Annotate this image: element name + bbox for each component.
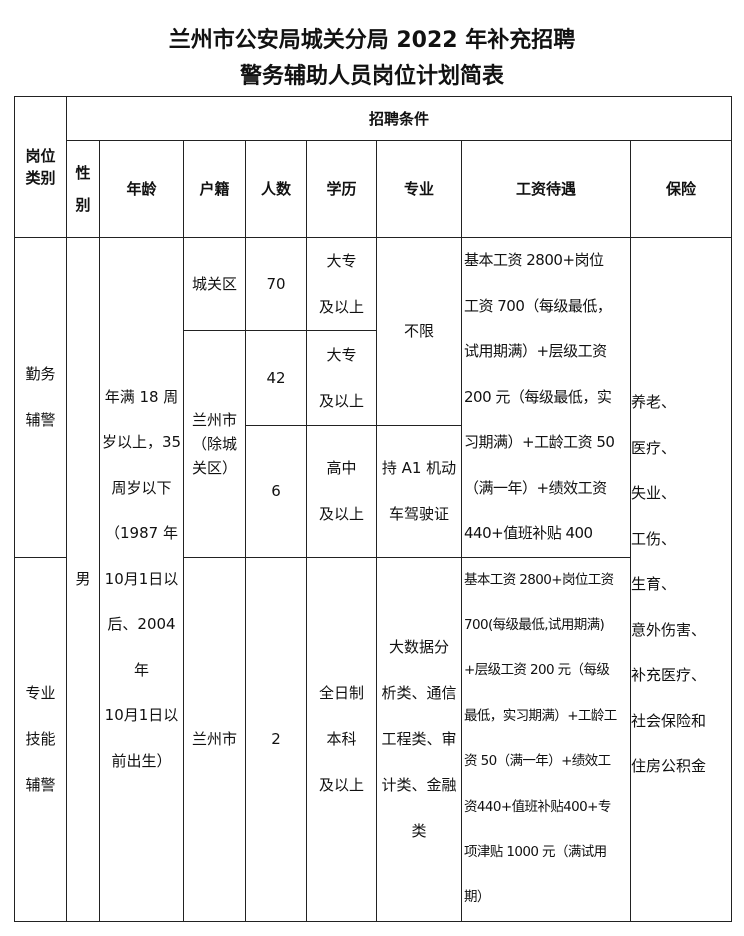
hukou-chengguan: 城关区 [183, 237, 246, 331]
education-row4: 全日制 本科 及以上 [306, 556, 377, 922]
major-driver-license: 持 A1 机动 车驾驶证 [376, 424, 462, 558]
major-technical: 大数据分 析类、通信 工程类、审 计类、金融 类 [376, 556, 462, 922]
count-row1: 70 [245, 237, 307, 331]
header-major: 专业 [376, 140, 462, 238]
header-insurance: 保险 [629, 140, 733, 238]
age-requirement: 年满 18 周 岁以上，35 周岁以下 （1987 年 10月1日以 后、200… [99, 237, 184, 922]
gender-value: 男 [66, 237, 100, 922]
header-education: 学历 [306, 140, 377, 238]
header-gender: 性 别 [66, 140, 100, 238]
major-unlimited: 不限 [376, 237, 462, 426]
header-hukou: 户籍 [183, 140, 246, 238]
recruitment-table: 岗位 类别 招聘条件 性 别 年龄 户籍 人数 学历 专业 工资待遇 保险 勤务… [14, 96, 733, 922]
category-duty-auxiliary: 勤务 辅警 [14, 237, 67, 558]
header-category: 岗位 类别 [14, 96, 67, 238]
insurance-list: 养老、 医疗、 失业、 工伤、 生育、 意外伤害、 补充医疗、 社会保险和 住房… [629, 237, 733, 922]
hukou-lanzhou: 兰州市 [183, 556, 246, 922]
page-title-line2: 警务辅助人员岗位计划简表 [239, 64, 504, 89]
count-row2: 42 [245, 330, 307, 426]
page-title-line1: 兰州市公安局城关分局 2022 年补充招聘 [168, 28, 576, 53]
category-technical-auxiliary: 专业 技能 辅警 [14, 556, 67, 922]
header-conditions: 招聘条件 [65, 96, 733, 141]
hukou-lanzhou-excl: 兰州市 （除城 关区） [183, 330, 246, 558]
salary-duty: 基本工资 2800+岗位 工资 700（每级最低， 试用期满）+层级工资 200… [461, 237, 631, 558]
header-age: 年龄 [99, 140, 184, 238]
count-row3: 6 [245, 424, 307, 558]
education-row2: 大专 及以上 [306, 330, 377, 426]
education-row3: 高中 及以上 [306, 424, 377, 558]
salary-technical: 基本工资 2800+岗位工资 700(每级最低,试用期满) +层级工资 200 … [461, 556, 631, 922]
header-salary: 工资待遇 [461, 140, 631, 238]
education-row1: 大专 及以上 [306, 237, 377, 331]
header-count: 人数 [245, 140, 307, 238]
count-row4: 2 [245, 556, 307, 922]
